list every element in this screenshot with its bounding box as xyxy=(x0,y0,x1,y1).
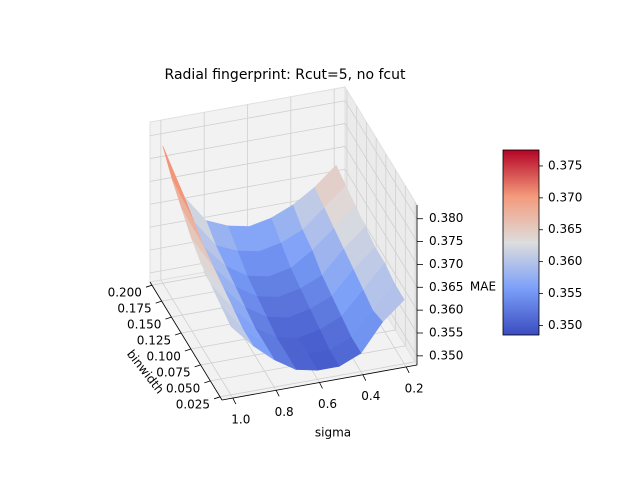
z-tick-label: 0.355 xyxy=(429,326,463,340)
colorbar-tick-label: 0.350 xyxy=(548,318,582,332)
x-tick-label: 0.8 xyxy=(275,405,294,419)
colorbar-tick-label: 0.360 xyxy=(548,254,582,268)
grid-line xyxy=(344,123,418,242)
y-tick xyxy=(184,348,191,352)
x-tick-label: 0.6 xyxy=(318,397,337,411)
y-tick-label: 0.075 xyxy=(156,365,190,379)
axes: 0.2 0.4 0.6 0.8 1.0 0.025 0.050 0.075 0.1000.125… xyxy=(108,205,463,427)
x-tick xyxy=(362,374,367,381)
grid-line xyxy=(149,123,346,159)
y-tick xyxy=(194,364,201,368)
chart-title: Radial fingerprint: Rcut=5, no fcut xyxy=(165,67,406,83)
x-tick-label: 0.4 xyxy=(361,389,380,403)
y-tick xyxy=(145,284,153,288)
colorbar-tick-label: 0.370 xyxy=(548,190,582,204)
z-axis-label: MAE xyxy=(470,280,496,294)
z-tick-label: 0.375 xyxy=(429,234,463,248)
x-tick xyxy=(275,390,280,397)
y-tick-label: 0.025 xyxy=(176,397,210,411)
y-tick xyxy=(175,332,182,336)
colorbar-tick-label: 0.355 xyxy=(548,286,582,300)
x-tick xyxy=(319,382,323,389)
y-tick-label: 0.050 xyxy=(166,381,200,395)
y-tick-label: 0.100 xyxy=(147,349,181,363)
y-tick xyxy=(155,300,162,304)
x-tick-label: 1.0 xyxy=(231,413,250,427)
colorbar-tick-label: 0.375 xyxy=(548,158,582,172)
y-tick-label: 0.125 xyxy=(137,334,171,348)
colorbar-tick-label: 0.365 xyxy=(548,222,582,236)
grid-line xyxy=(344,100,418,219)
grid-line xyxy=(219,361,416,398)
x-axis-label: sigma xyxy=(315,426,351,440)
grid-line xyxy=(344,169,418,288)
x-tick xyxy=(232,397,237,405)
z-tick-label: 0.380 xyxy=(429,211,463,225)
z-tick-label: 0.370 xyxy=(429,257,463,271)
x-tick-label: 0.2 xyxy=(405,381,424,395)
x-axis xyxy=(221,364,418,401)
surface-face xyxy=(220,305,253,346)
colorbar xyxy=(502,149,540,336)
y-tick xyxy=(165,316,172,320)
grid-line xyxy=(160,279,234,399)
surface xyxy=(162,145,405,371)
colorbar-ticks: 0.350 0.355 0.360 0.365 0.370 0.375 xyxy=(539,158,582,332)
y-axis xyxy=(149,281,223,401)
z-tick-label: 0.360 xyxy=(429,303,463,317)
z-tick-label: 0.365 xyxy=(429,280,463,294)
grid-line xyxy=(149,100,346,137)
grid-line xyxy=(344,146,418,265)
grid-line xyxy=(149,146,346,182)
y-tick xyxy=(213,396,221,400)
x-tick xyxy=(405,366,410,374)
y-tick-label: 0.175 xyxy=(117,302,151,316)
z-tick-label: 0.350 xyxy=(429,348,463,362)
y-tick xyxy=(204,380,211,384)
y-tick-label: 0.200 xyxy=(108,286,142,300)
y-tick-label: 0.150 xyxy=(127,318,161,332)
